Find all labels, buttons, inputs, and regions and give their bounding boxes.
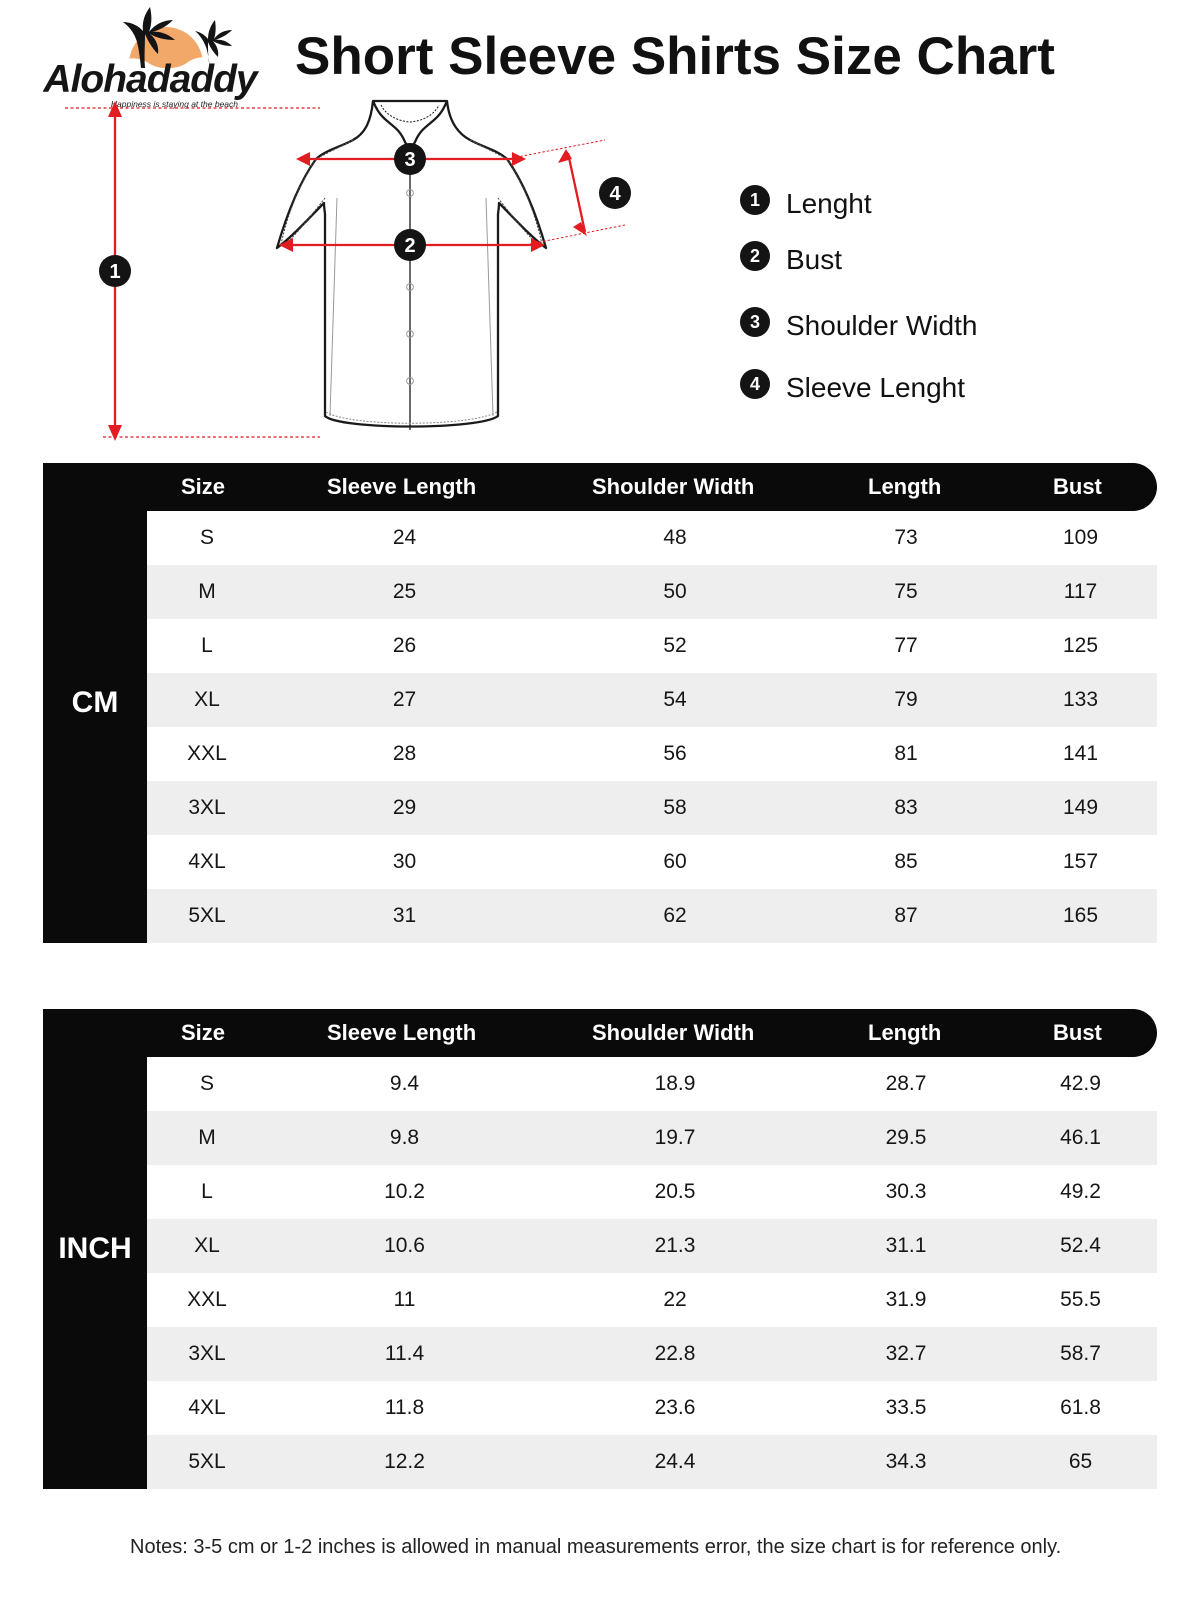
svg-text:3: 3 (404, 149, 415, 171)
svg-text:1: 1 (109, 261, 120, 283)
svg-text:2: 2 (404, 235, 415, 257)
svg-text:4: 4 (609, 183, 621, 205)
